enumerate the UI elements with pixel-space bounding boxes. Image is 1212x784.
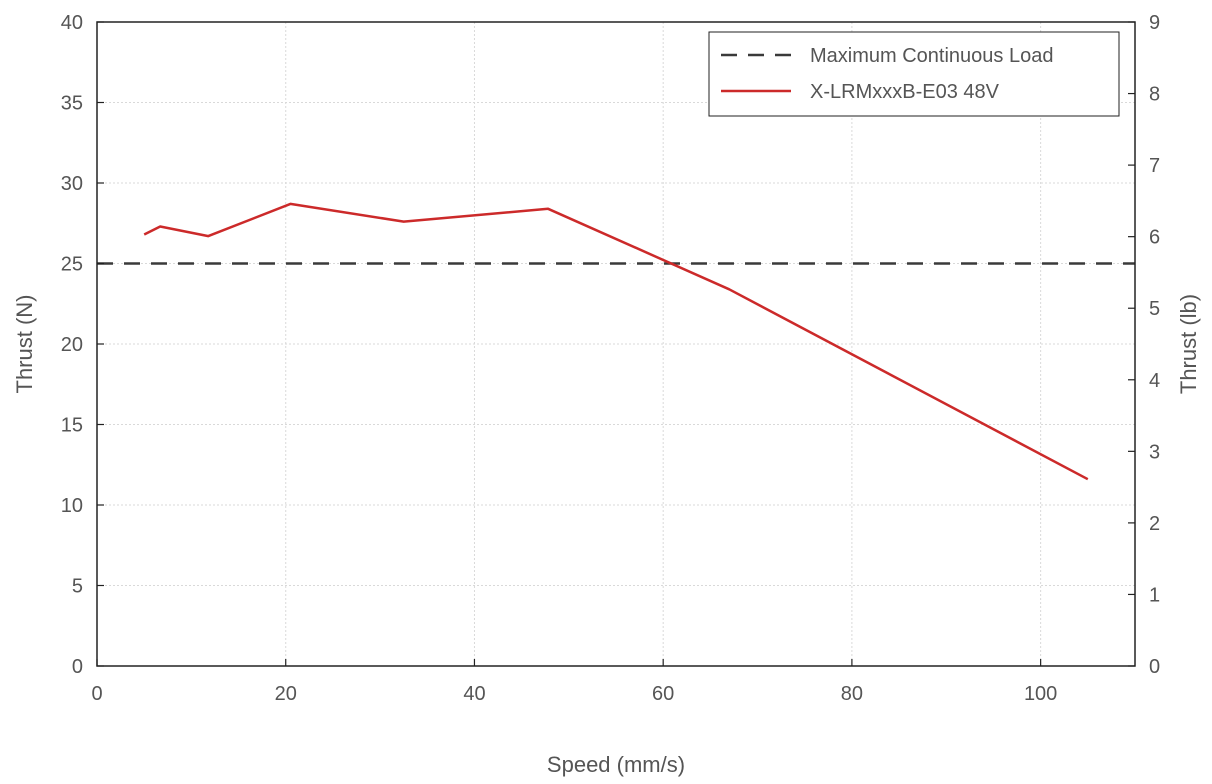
y-tick-label-left: 0: [72, 656, 83, 678]
y-tick-label-right: 7: [1149, 155, 1160, 177]
x-axis-title: Speed (mm/s): [547, 752, 685, 777]
grid: [97, 22, 1135, 666]
y-tick-label-right: 9: [1149, 12, 1160, 34]
y-tick-label-right: 2: [1149, 513, 1160, 535]
y-tick-label-left: 20: [61, 334, 83, 356]
thrust-curve-line: [143, 202, 1089, 481]
y-tick-label-right: 8: [1149, 84, 1160, 106]
x-tick-label: 60: [652, 683, 674, 705]
y-tick-label-left: 40: [61, 12, 83, 34]
y-axis-title-right: Thrust (lb): [1176, 294, 1201, 394]
y-tick-label-right: 1: [1149, 584, 1160, 606]
y-tick-label-left: 15: [61, 415, 83, 437]
legend: Maximum Continuous Load X-LRMxxxB-E03 48…: [708, 31, 1120, 117]
x-tick-label: 0: [91, 683, 102, 705]
x-tick-label: 80: [841, 683, 863, 705]
y-tick-label-left: 25: [61, 254, 83, 276]
y-tick-label-right: 6: [1149, 227, 1160, 249]
x-tick-label: 40: [463, 683, 485, 705]
y-tick-label-right: 4: [1149, 370, 1160, 392]
ticks: 0 20 40 60 80 100 0 5 10 15 20 25 30 35 40 0 1 2 3 4 5 6 7 8 9: [61, 12, 1160, 705]
y-tick-label-left: 35: [61, 93, 83, 115]
series-layer: [97, 202, 1135, 481]
plot-frame: [96, 21, 1136, 667]
y-tick-label-left: 5: [72, 576, 83, 598]
y-axis-title-left: Thrust (N): [12, 295, 37, 394]
y-tick-label-right: 0: [1149, 656, 1160, 678]
y-tick-label-right: 3: [1149, 441, 1160, 463]
x-tick-label: 100: [1024, 683, 1057, 705]
y-tick-label-left: 10: [61, 495, 83, 517]
legend-box: [708, 31, 1120, 117]
y-tick-label-right: 5: [1149, 298, 1160, 320]
y-tick-label-left: 30: [61, 173, 83, 195]
x-tick-label: 20: [275, 683, 297, 705]
legend-label-max-load: Maximum Continuous Load: [810, 45, 1053, 67]
legend-label-thrust-curve: X-LRMxxxB-E03 48V: [810, 81, 1000, 103]
